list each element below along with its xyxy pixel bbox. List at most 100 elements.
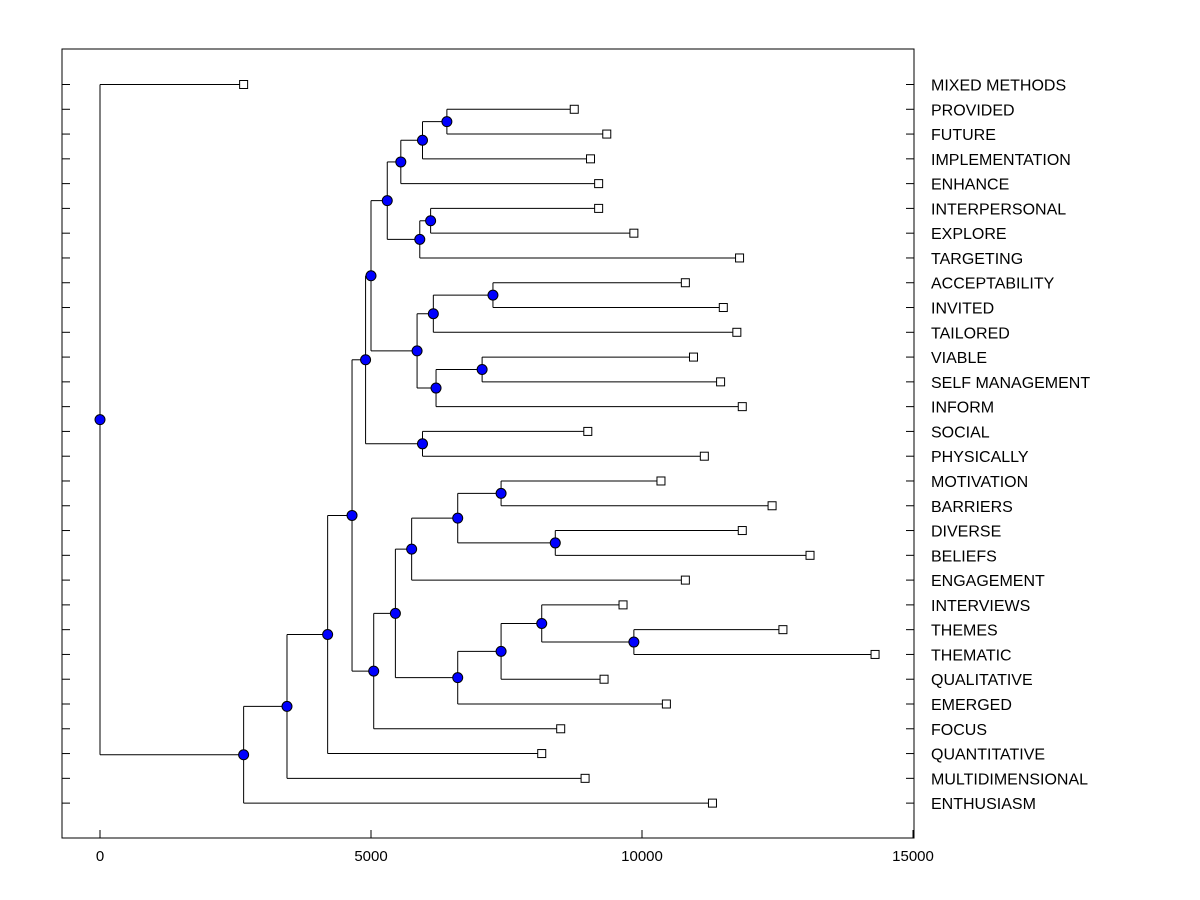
x-axis-tick-labels: 0 5000 10000 15000 bbox=[96, 848, 934, 865]
x-tick-label: 5000 bbox=[354, 848, 387, 865]
merge-node bbox=[495, 645, 507, 657]
leaf-marker bbox=[707, 798, 717, 808]
leaf-marker bbox=[870, 649, 880, 659]
x-tick-label: 15000 bbox=[892, 848, 934, 865]
leaf-marker bbox=[537, 749, 547, 759]
leaf-marker bbox=[680, 575, 690, 585]
leaf-label: EXPLORE bbox=[931, 226, 1007, 243]
left-ticks bbox=[62, 84, 70, 804]
leaf-marker bbox=[737, 402, 747, 412]
leaf-marker bbox=[680, 278, 690, 288]
leaf-label: QUANTITATIVE bbox=[931, 747, 1045, 764]
merge-node bbox=[346, 509, 358, 521]
leaf-label: IMPLEMENTATION bbox=[931, 152, 1071, 169]
leaf-marker bbox=[737, 526, 747, 536]
leaf-marker bbox=[556, 724, 566, 734]
leaf-marker bbox=[580, 773, 590, 783]
leaf-marker bbox=[594, 203, 604, 213]
merge-nodes bbox=[94, 116, 640, 761]
leaf-marker bbox=[629, 228, 639, 238]
leaf-marker bbox=[602, 129, 612, 139]
leaf-label: BARRIERS bbox=[931, 499, 1013, 516]
merge-node bbox=[628, 636, 640, 648]
leaf-label: FUTURE bbox=[931, 127, 996, 144]
leaf-label: THEMATIC bbox=[931, 647, 1012, 664]
leaf-label: PHYSICALLY bbox=[931, 449, 1029, 466]
merge-node bbox=[411, 345, 423, 357]
leaf-marker bbox=[732, 327, 742, 337]
merge-node bbox=[416, 438, 428, 450]
leaf-label: INTERPERSONAL bbox=[931, 201, 1066, 218]
leaf-label: QUALITATIVE bbox=[931, 672, 1033, 689]
merge-node bbox=[365, 270, 377, 282]
leaf-label: EMERGED bbox=[931, 697, 1012, 714]
leaf-marker bbox=[735, 253, 745, 263]
leaf-label: TAILORED bbox=[931, 325, 1010, 342]
leaf-marker bbox=[239, 80, 249, 89]
merge-node bbox=[495, 487, 507, 499]
merge-node bbox=[368, 665, 380, 677]
leaf-marker bbox=[718, 303, 728, 313]
leaf-label: ACCEPTABILITY bbox=[931, 276, 1055, 293]
leaf-label: INFORM bbox=[931, 400, 994, 417]
leaf-marker bbox=[656, 476, 666, 486]
x-tick-label: 0 bbox=[96, 848, 104, 865]
leaf-label: SOCIAL bbox=[931, 424, 990, 441]
merge-node bbox=[406, 543, 418, 555]
leaf-label: ENTHUSIASM bbox=[931, 796, 1036, 813]
leaf-marker bbox=[778, 625, 788, 635]
leaf-label: BELIEFS bbox=[931, 548, 997, 565]
leaf-marker bbox=[805, 550, 815, 560]
leaf-label: MIXED METHODS bbox=[931, 78, 1066, 95]
leaf-label: PROVIDED bbox=[931, 102, 1015, 119]
leaf-label: MOTIVATION bbox=[931, 474, 1028, 491]
leaf-label: SELF MANAGEMENT bbox=[931, 375, 1090, 392]
leaf-label: ENGAGEMENT bbox=[931, 573, 1045, 590]
leaf-marker bbox=[661, 699, 671, 709]
bottom-ticks bbox=[99, 830, 914, 838]
leaf-marker bbox=[586, 154, 596, 164]
leaf-label: TARGETING bbox=[931, 251, 1023, 268]
leaf-marker bbox=[569, 104, 579, 114]
leaf-marker bbox=[618, 600, 628, 610]
merge-node bbox=[452, 672, 464, 684]
merge-node bbox=[322, 628, 334, 640]
plot-frame bbox=[61, 48, 915, 839]
merge-node bbox=[549, 537, 561, 549]
leaf-marker bbox=[716, 377, 726, 387]
merge-node bbox=[414, 233, 426, 245]
leaf-label: INVITED bbox=[931, 301, 994, 318]
dendrogram-links bbox=[99, 84, 876, 804]
leaf-marker bbox=[594, 179, 604, 189]
leaf-label: INTERVIEWS bbox=[931, 598, 1030, 615]
leaf-label: DIVERSE bbox=[931, 524, 1001, 541]
merge-node bbox=[427, 308, 439, 320]
leaf-label: MULTIDIMENSIONAL bbox=[931, 771, 1088, 788]
leaf-label: THEMES bbox=[931, 623, 998, 640]
merge-node bbox=[487, 289, 499, 301]
merge-node bbox=[416, 134, 428, 146]
merge-node bbox=[536, 617, 548, 629]
merge-node bbox=[238, 749, 250, 761]
merge-node bbox=[281, 700, 293, 712]
merge-node bbox=[452, 512, 464, 524]
merge-node bbox=[389, 607, 401, 619]
merge-node bbox=[425, 215, 437, 227]
leaf-marker bbox=[599, 674, 609, 684]
merge-node bbox=[476, 363, 488, 375]
leaf-labels: MIXED METHODS PROVIDED FUTURE IMPLEMENTATIO… bbox=[931, 78, 1090, 814]
merge-node bbox=[360, 354, 372, 366]
merge-node bbox=[381, 195, 393, 207]
right-ticks bbox=[906, 84, 914, 804]
x-tick-label: 10000 bbox=[621, 848, 663, 865]
merge-node bbox=[430, 382, 442, 394]
leaf-label: ENHANCE bbox=[931, 177, 1009, 194]
merge-node bbox=[441, 116, 453, 128]
merge-node bbox=[94, 414, 106, 426]
leaf-marker bbox=[767, 501, 777, 511]
leaf-marker bbox=[688, 352, 698, 362]
merge-node bbox=[395, 156, 407, 168]
leaf-marker bbox=[699, 451, 709, 461]
leaf-marker bbox=[583, 426, 593, 436]
